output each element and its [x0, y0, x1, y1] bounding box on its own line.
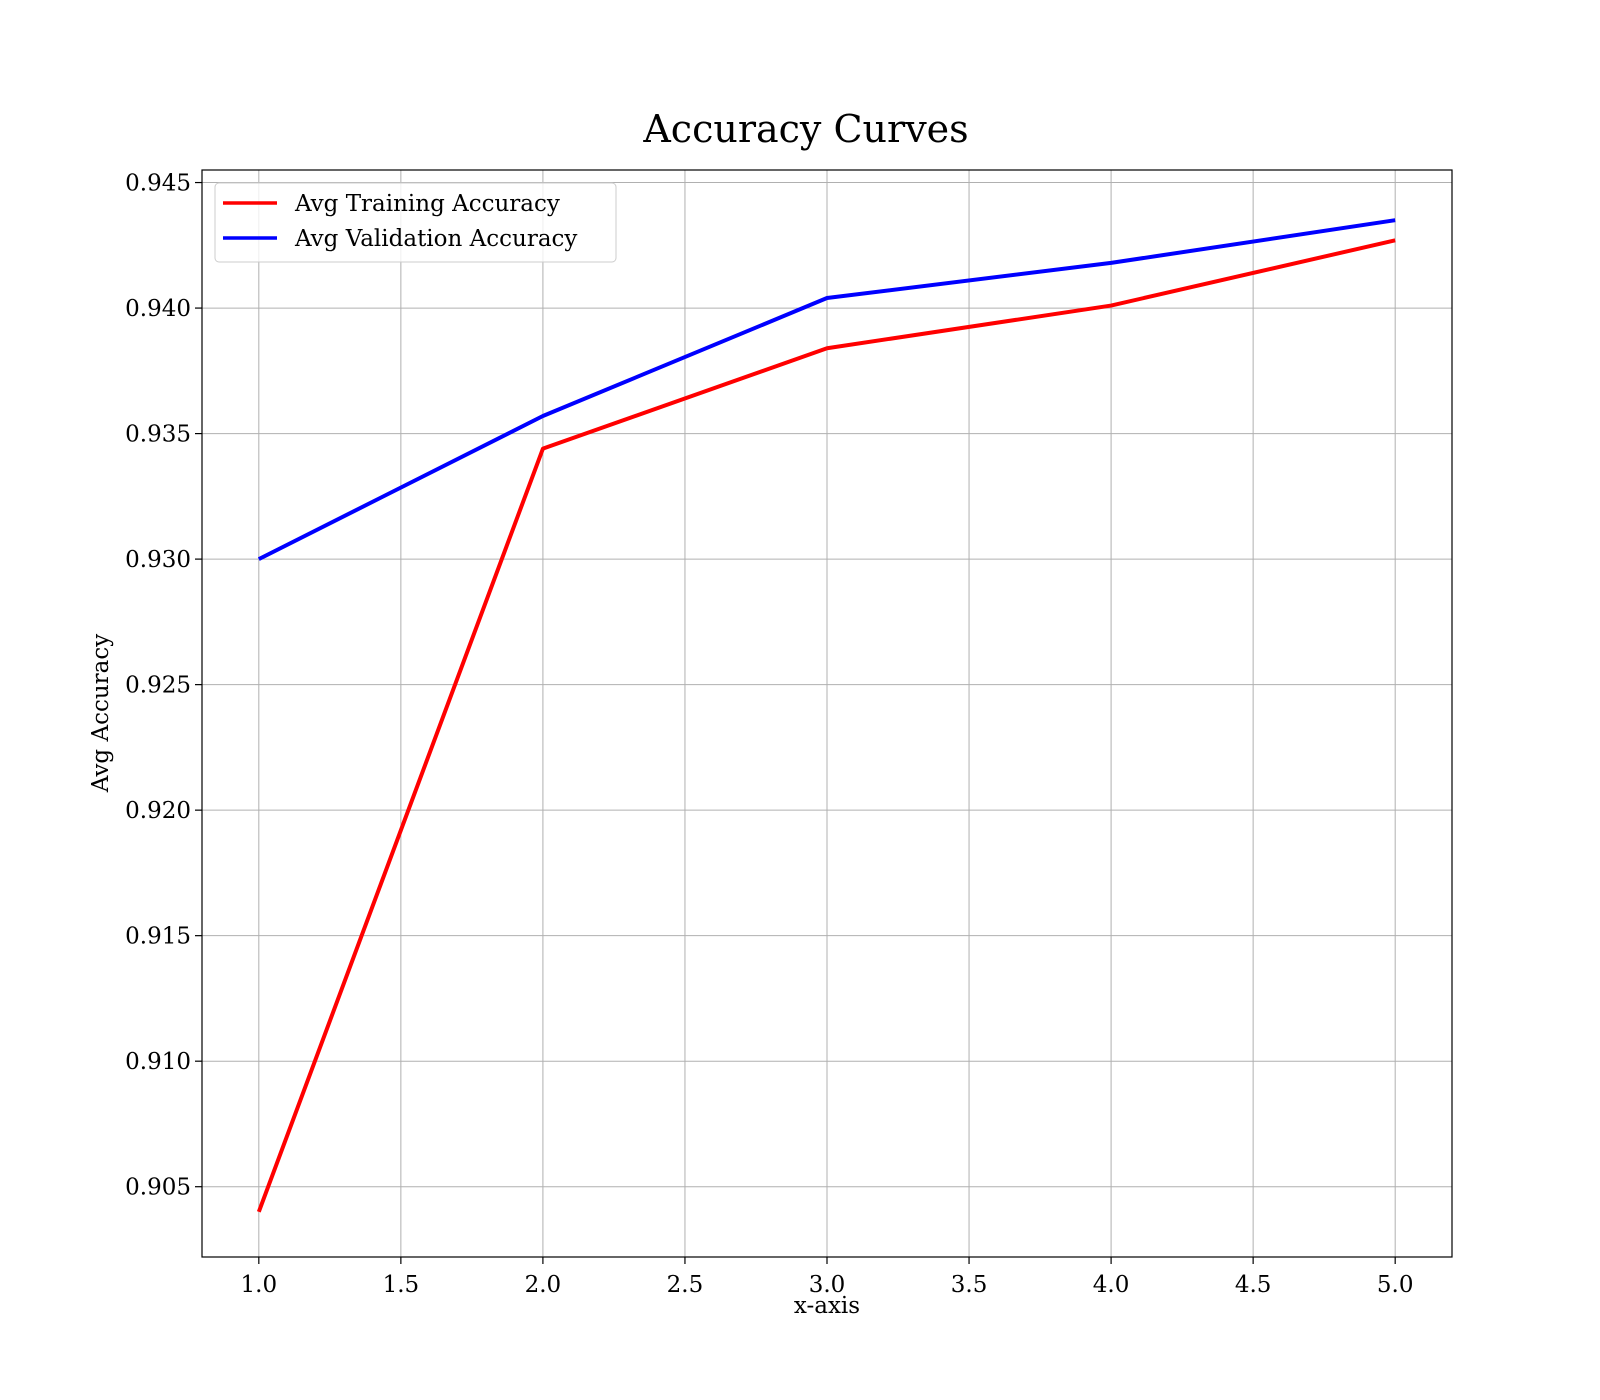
x-tick-label: 4.5: [1235, 1272, 1272, 1298]
y-tick-label: 0.905: [125, 1175, 191, 1201]
x-tick-label: 4.0: [1093, 1272, 1130, 1298]
y-axis-ticks: 0.905 0.910 0.915 0.920 0.925 0.930 0.935 0.940…: [125, 171, 202, 1201]
x-tick-label: 2.5: [667, 1272, 704, 1298]
series-lines: [256, 218, 1396, 1213]
x-axis-label: x-axis: [794, 1293, 860, 1319]
x-tick-label: 1.5: [383, 1272, 420, 1298]
chart-title: Accuracy Curves: [642, 107, 968, 151]
x-tick-label: 1.0: [241, 1272, 278, 1298]
x-tick-label: 5.0: [1377, 1272, 1414, 1298]
y-tick-label: 0.930: [125, 547, 191, 573]
y-tick-label: 0.925: [125, 673, 191, 699]
y-tick-label: 0.920: [125, 798, 191, 824]
x-tick-label: 3.0: [809, 1272, 846, 1298]
y-tick-label: 0.915: [125, 924, 191, 950]
legend-box: [214, 182, 617, 263]
x-tick-label: 3.5: [951, 1272, 988, 1298]
y-axis-label: Avg Accuracy: [88, 634, 114, 793]
y-tick-label: 0.940: [125, 296, 191, 322]
legend: Avg Training Accuracy Avg Validation Acc…: [214, 182, 617, 263]
x-tick-label: 2.0: [525, 1272, 562, 1298]
y-tick-label: 0.910: [125, 1049, 191, 1075]
y-tick-label: 0.935: [125, 422, 191, 448]
legend-label-training: Avg Training Accuracy: [294, 191, 560, 217]
grid-lines: [202, 170, 1452, 1257]
legend-label-validation: Avg Validation Accuracy: [294, 226, 577, 252]
x-axis-ticks: 1.0 1.5 2.0 2.5 3.0 3.5 4.0 4.5 5.0: [241, 1257, 1414, 1298]
y-tick-label: 0.945: [125, 171, 191, 197]
